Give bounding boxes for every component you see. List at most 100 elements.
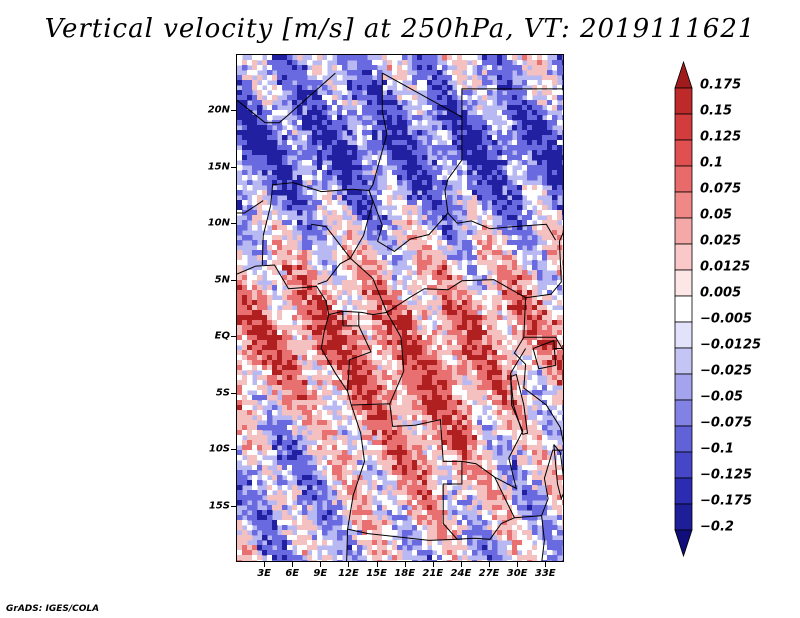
border-line bbox=[261, 204, 272, 266]
lon-label: 21E bbox=[422, 568, 444, 579]
colorbar-swatch bbox=[674, 60, 693, 89]
lat-tick bbox=[231, 505, 236, 507]
lake-outline bbox=[553, 444, 563, 501]
border-line bbox=[541, 515, 545, 561]
lon-label: 15E bbox=[366, 568, 387, 579]
lake-outline bbox=[510, 373, 529, 435]
lat-label: 10N bbox=[207, 217, 230, 229]
border-line bbox=[347, 403, 463, 541]
colorbar-swatch bbox=[674, 529, 693, 558]
lon-tick bbox=[517, 562, 519, 567]
border-line bbox=[237, 200, 264, 214]
colorbar-swatch bbox=[674, 425, 693, 453]
border-line bbox=[525, 232, 563, 299]
border-line bbox=[351, 312, 405, 406]
lon-tick bbox=[292, 562, 294, 567]
colorbar-swatch bbox=[674, 113, 693, 141]
lon-label: 30E bbox=[506, 568, 528, 579]
colorbar-level-label: −0.025 bbox=[700, 363, 753, 379]
border-line bbox=[237, 264, 366, 561]
colorbar-swatch bbox=[674, 347, 693, 375]
lon-label: 18E bbox=[394, 568, 416, 579]
colorbar-level-label: 0.05 bbox=[700, 207, 733, 223]
lon-tick bbox=[348, 562, 350, 567]
colorbar-level-label: 0.005 bbox=[700, 285, 742, 301]
lon-tick bbox=[489, 562, 491, 567]
shaded-field bbox=[237, 55, 563, 561]
lon-tick bbox=[545, 562, 547, 567]
colorbar-level-label: −0.175 bbox=[700, 493, 753, 509]
colorbar-level-label: −0.05 bbox=[700, 389, 743, 405]
colorbar-swatch bbox=[674, 321, 693, 349]
lon-label: 3E bbox=[257, 568, 272, 579]
colorbar-swatch bbox=[674, 139, 693, 167]
lon-label: 12E bbox=[338, 568, 359, 579]
colorbar-swatch bbox=[674, 295, 693, 323]
colorbar-level-label: −0.0125 bbox=[700, 337, 762, 353]
border-line bbox=[382, 72, 463, 214]
border-line bbox=[368, 73, 388, 191]
lat-tick bbox=[231, 166, 236, 168]
border-line bbox=[368, 190, 458, 253]
colorbar-level-label: 0.175 bbox=[700, 77, 742, 93]
colorbar-level-label: 0.025 bbox=[700, 233, 742, 249]
colorbar-level-label: 0.0125 bbox=[700, 259, 751, 275]
lat-label: EQ bbox=[214, 330, 230, 342]
vertical-velocity-field bbox=[237, 55, 563, 561]
colorbar-level-label: −0.005 bbox=[700, 311, 753, 327]
colorbar-level-label: −0.2 bbox=[700, 519, 734, 535]
colorbar-level-label: −0.075 bbox=[700, 415, 753, 431]
colorbar-level-label: 0.075 bbox=[700, 181, 742, 197]
lon-label: 27E bbox=[478, 568, 500, 579]
lon-tick bbox=[460, 562, 462, 567]
colorbar-swatch bbox=[674, 399, 693, 427]
lon-tick bbox=[264, 562, 266, 567]
lat-tick bbox=[231, 336, 236, 338]
lat-tick bbox=[231, 392, 236, 394]
border-line bbox=[270, 182, 370, 206]
lon-tick bbox=[320, 562, 322, 567]
lat-label: 10S bbox=[208, 443, 230, 455]
colorbar-swatch bbox=[674, 269, 693, 297]
border-line bbox=[237, 72, 336, 124]
lat-tick bbox=[231, 449, 236, 451]
border-line bbox=[328, 310, 387, 316]
border-line bbox=[342, 311, 372, 392]
lon-label: 9E bbox=[313, 568, 328, 579]
colorbar-swatch bbox=[674, 477, 693, 505]
lon-label: 24E bbox=[450, 568, 472, 579]
border-line bbox=[310, 223, 351, 259]
lon-label: 33E bbox=[534, 568, 556, 579]
colorbar-level-label: 0.15 bbox=[700, 103, 733, 119]
colorbar-swatch bbox=[674, 451, 693, 479]
map-title: Vertical velocity [m/s] at 250hPa, VT: 2… bbox=[44, 14, 756, 44]
colorbar-swatch bbox=[674, 243, 693, 271]
border-line bbox=[457, 220, 557, 241]
border-line bbox=[350, 257, 526, 314]
border-line bbox=[513, 297, 563, 443]
lat-label: 15S bbox=[208, 500, 230, 512]
lon-tick bbox=[432, 562, 434, 567]
lake-outline bbox=[532, 339, 557, 370]
grads-credit: GrADS: IGES/COLA bbox=[6, 604, 100, 614]
lon-label: 6E bbox=[285, 568, 300, 579]
lon-tick bbox=[404, 562, 406, 567]
lat-label: 5S bbox=[215, 387, 230, 399]
border-line bbox=[523, 336, 563, 349]
lat-tick bbox=[231, 279, 236, 281]
lon-tick bbox=[376, 562, 378, 567]
colorbar-swatch bbox=[674, 503, 693, 531]
border-line bbox=[461, 88, 563, 118]
colorbar-level-label: −0.1 bbox=[700, 441, 734, 457]
colorbar-swatch bbox=[674, 191, 693, 219]
country-borders bbox=[237, 72, 563, 561]
map-panel bbox=[236, 54, 564, 562]
colorbar-swatch bbox=[674, 373, 693, 401]
border-line bbox=[457, 476, 516, 540]
colorbar-swatch bbox=[674, 165, 693, 193]
border-line bbox=[514, 449, 563, 519]
lat-label: 15N bbox=[207, 161, 230, 173]
colorbar-level-label: 0.125 bbox=[700, 129, 742, 145]
colorbar-swatch bbox=[674, 217, 693, 245]
